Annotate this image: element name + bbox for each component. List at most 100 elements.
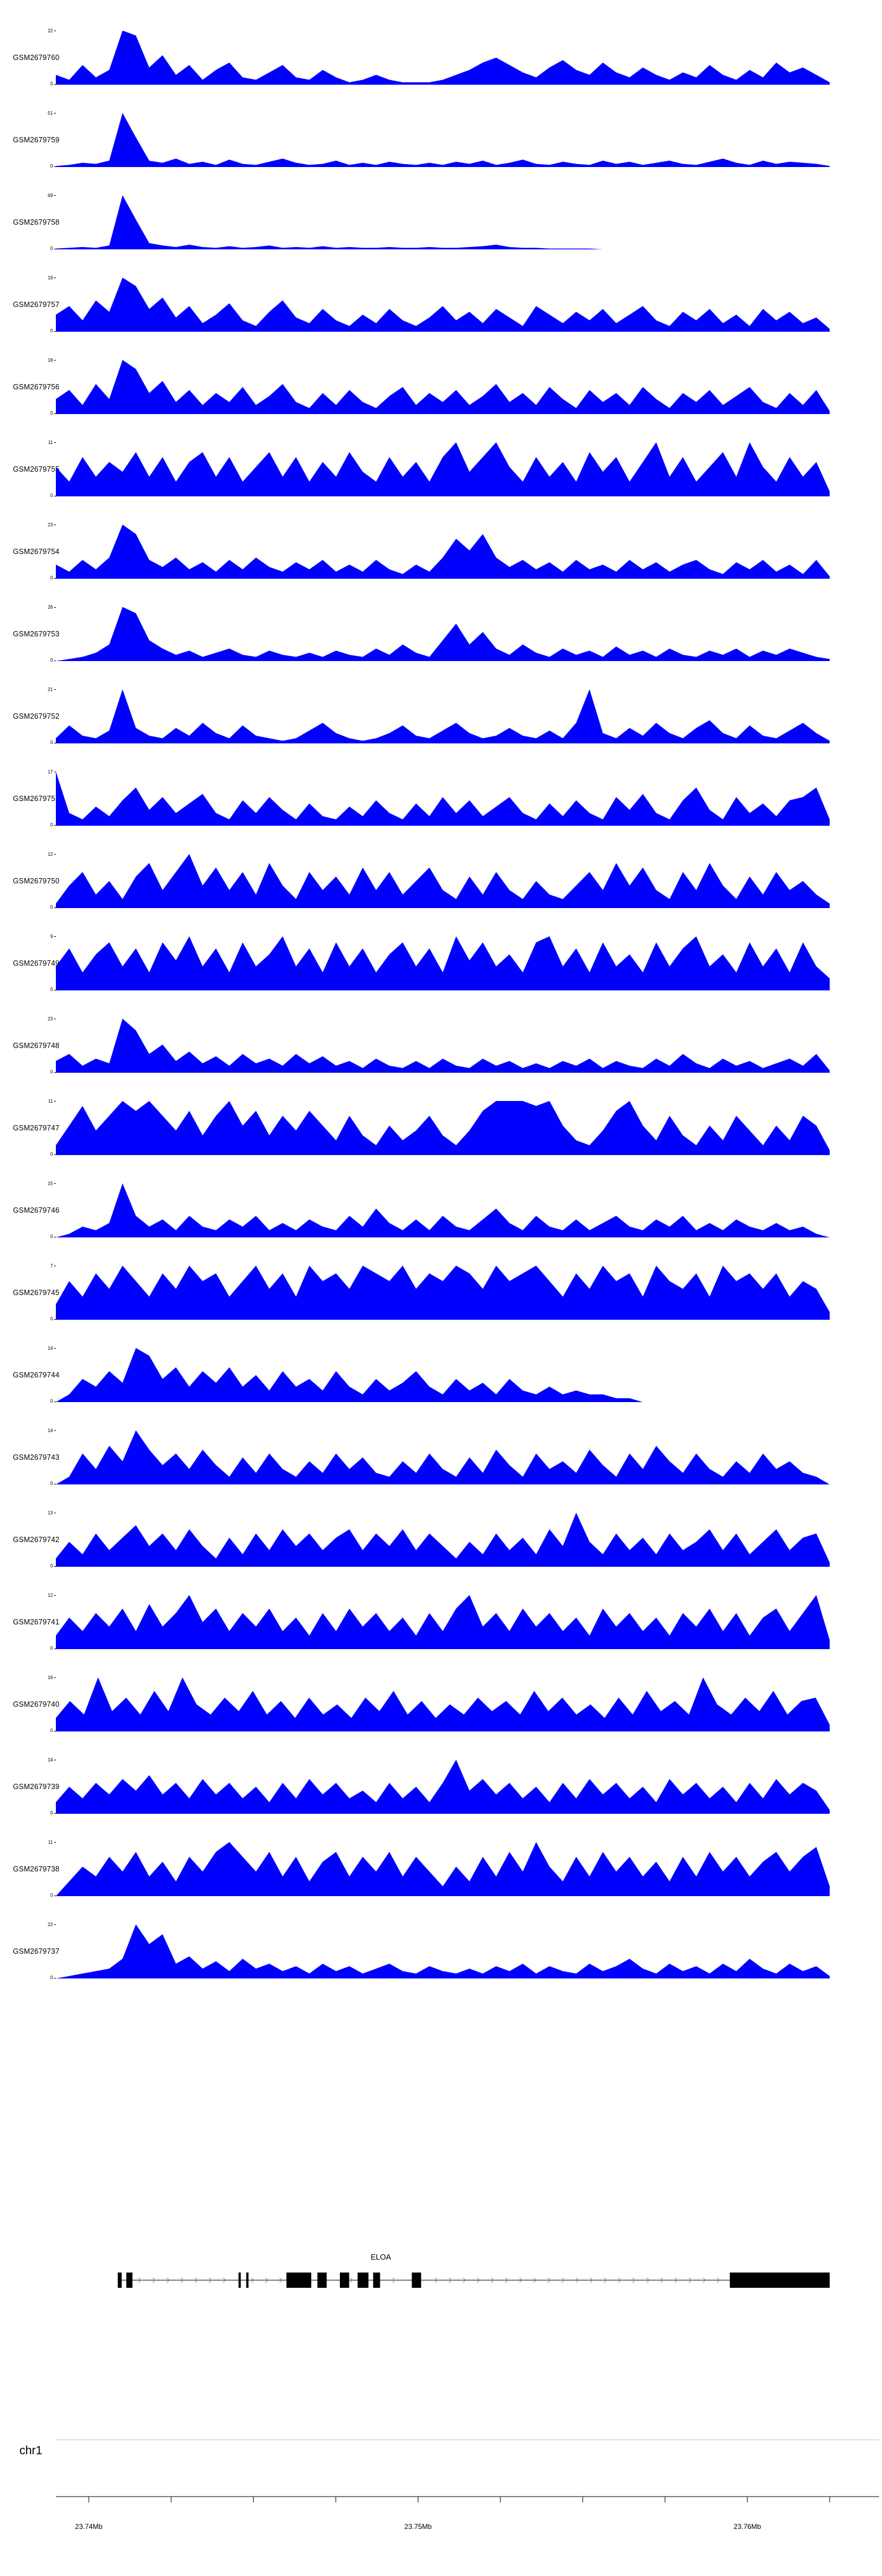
- strand-arrow-icon: [603, 2277, 608, 2283]
- chromosome-label: chr1: [19, 2444, 42, 2457]
- strand-arrow-icon: [589, 2277, 594, 2283]
- y-axis-tick: [54, 907, 56, 908]
- track-label: GSM2679737: [13, 1947, 60, 1956]
- y-axis-tick: [54, 1319, 56, 1320]
- ymin-label: 0: [50, 1069, 53, 1075]
- ymax-label: 69: [48, 193, 53, 198]
- track-row: GSM2679758 69 0: [0, 181, 882, 263]
- track-plot: 26 0: [48, 605, 830, 663]
- strand-arrow-icon: [392, 2277, 396, 2283]
- track-row: GSM2679753 26 0: [0, 593, 882, 675]
- coverage-area: [56, 1183, 830, 1237]
- coverage-polygon: [56, 1760, 830, 1814]
- strand-arrow-icon: [152, 2277, 156, 2283]
- strand-arrow-icon: [688, 2277, 693, 2283]
- track-row: GSM2679749 9 0: [0, 922, 882, 1005]
- ymax-label: 51: [48, 111, 53, 116]
- coverage-area: [56, 1266, 830, 1320]
- coverage-polygon: [56, 689, 830, 743]
- track-label: GSM2679751: [13, 795, 60, 803]
- strand-arrow-icon: [194, 2277, 199, 2283]
- track-row: GSM2679760 22 0: [0, 16, 882, 99]
- track-plot: 14 0: [48, 1346, 830, 1404]
- coverage-area: [56, 772, 830, 826]
- ymax-label: 11: [48, 440, 53, 445]
- ymax-label: 22: [48, 1922, 53, 1927]
- track-row: GSM2679745 7 0: [0, 1252, 882, 1334]
- y-axis-tick: [54, 1101, 56, 1102]
- strand-arrow-icon: [490, 2277, 495, 2283]
- ymax-label: 21: [48, 687, 53, 692]
- track-plot: 23 0: [48, 1017, 830, 1075]
- coverage-polygon: [56, 1348, 830, 1402]
- ymin-label: 0: [50, 740, 53, 745]
- ymax-label: 14: [48, 1346, 53, 1351]
- y-axis-tick: [54, 331, 56, 332]
- strand-arrow-icon: [265, 2277, 269, 2283]
- coverage-area: [56, 360, 830, 414]
- coverage-polygon: [56, 607, 830, 661]
- y-axis-tick: [54, 1348, 56, 1349]
- strand-arrow-icon: [519, 2277, 523, 2283]
- gene-name-label: ELOA: [370, 2253, 392, 2261]
- track-row: GSM2679759 51 0: [0, 99, 882, 181]
- y-axis-tick: [54, 1813, 56, 1814]
- y-axis-tick: [54, 854, 56, 855]
- ymax-label: 16: [48, 1675, 53, 1680]
- coverage-polygon: [56, 360, 830, 414]
- y-axis-tick: [54, 607, 56, 608]
- coverage-area: [56, 1924, 830, 1978]
- strand-arrow-icon: [434, 2277, 439, 2283]
- track-label: GSM2679755: [13, 465, 60, 473]
- track-label: GSM2679752: [13, 712, 60, 720]
- ymax-label: 12: [48, 852, 53, 857]
- exon-box: [246, 2273, 249, 2288]
- track-label: GSM2679744: [13, 1371, 60, 1379]
- exon-box: [412, 2273, 422, 2288]
- exon-box: [730, 2273, 830, 2288]
- strand-arrow-icon: [674, 2277, 679, 2283]
- coverage-area: [56, 1513, 830, 1567]
- track-row: GSM2679737 22 0: [0, 1910, 882, 1993]
- axis-tick-label: 23.75Mb: [405, 2522, 432, 2531]
- track-label: GSM2679749: [13, 959, 60, 967]
- coverage-polygon: [56, 525, 830, 579]
- ymin-label: 0: [50, 658, 53, 663]
- y-axis-tick: [54, 1183, 56, 1184]
- coverage-polygon: [56, 1842, 830, 1896]
- strand-arrow-icon: [505, 2277, 509, 2283]
- track-row: GSM2679748 23 0: [0, 1005, 882, 1087]
- exon-box: [126, 2273, 133, 2288]
- coverage-polygon: [56, 1430, 830, 1484]
- ymin-label: 0: [50, 81, 53, 86]
- coverage-polygon: [56, 442, 830, 496]
- strand-arrow-icon: [349, 2277, 354, 2283]
- track-plot: 11 0: [48, 1099, 830, 1157]
- ymin-label: 0: [50, 1152, 53, 1157]
- ymax-label: 17: [48, 769, 53, 775]
- coverage-polygon: [56, 31, 830, 85]
- exon-box: [340, 2273, 349, 2288]
- coverage-area: [56, 854, 830, 908]
- track-label: GSM2679756: [13, 383, 60, 391]
- exon-box: [373, 2273, 380, 2288]
- y-axis-tick: [54, 1566, 56, 1567]
- y-axis-tick: [54, 1595, 56, 1596]
- coverage-area: [56, 278, 830, 332]
- track-row: GSM2679742 13 0: [0, 1499, 882, 1581]
- coverage-polygon: [56, 1924, 830, 1978]
- y-axis-tick: [54, 689, 56, 690]
- strand-arrow-icon: [617, 2277, 622, 2283]
- track-row: GSM2679755 11 0: [0, 428, 882, 510]
- gene-model: [118, 2273, 830, 2288]
- genome-tracks-figure: GSM2679760 22 0 GSM2679759 51 0 GSM2679758 69 0 G…: [0, 16, 882, 2531]
- strand-arrow-icon: [533, 2277, 537, 2283]
- track-row: GSM2679757 19 0: [0, 263, 882, 346]
- track-plot: 16 0: [48, 1676, 830, 1733]
- track-row: GSM2679740 16 0: [0, 1663, 882, 1746]
- track-row: GSM2679754 23 0: [0, 510, 882, 593]
- coverage-area: [56, 525, 830, 579]
- ymax-label: 18: [48, 358, 53, 363]
- strand-arrow-icon: [547, 2277, 552, 2283]
